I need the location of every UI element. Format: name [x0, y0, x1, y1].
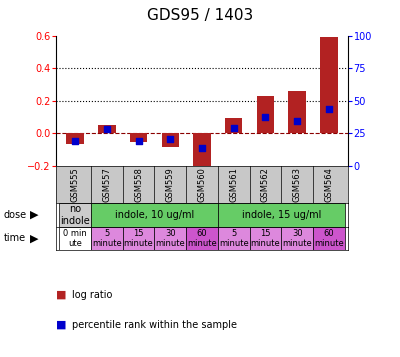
Bar: [59, 203, 91, 227]
Bar: [130, 134, 147, 142]
Text: ■: ■: [56, 320, 66, 330]
Point: [135, 138, 142, 144]
Text: 60
minute: 60 minute: [187, 228, 217, 248]
Text: 30
minute: 30 minute: [155, 228, 185, 248]
Text: GSM557: GSM557: [102, 167, 111, 202]
Text: 60
minute: 60 minute: [314, 228, 344, 248]
Text: GSM560: GSM560: [198, 167, 206, 202]
Bar: [91, 203, 218, 227]
Text: 15
minute: 15 minute: [124, 228, 153, 248]
Text: no
indole: no indole: [60, 204, 90, 226]
Point: [326, 106, 332, 112]
Bar: [98, 125, 116, 134]
Bar: [320, 36, 338, 134]
Bar: [225, 118, 242, 134]
Text: GSM564: GSM564: [324, 167, 334, 202]
Text: 30
minute: 30 minute: [282, 228, 312, 248]
Point: [72, 138, 78, 144]
Bar: [281, 227, 313, 250]
Point: [294, 118, 300, 124]
Bar: [250, 227, 281, 250]
Bar: [193, 134, 211, 169]
Bar: [154, 227, 186, 250]
Text: GSM563: GSM563: [293, 167, 302, 202]
Text: GSM559: GSM559: [166, 167, 175, 202]
Bar: [218, 227, 250, 250]
Bar: [313, 227, 345, 250]
Bar: [59, 227, 91, 250]
Bar: [66, 134, 84, 144]
Bar: [123, 227, 154, 250]
Text: GSM562: GSM562: [261, 167, 270, 202]
Text: indole, 15 ug/ml: indole, 15 ug/ml: [242, 210, 321, 220]
Text: ▶: ▶: [30, 210, 38, 220]
Point: [199, 145, 205, 151]
Text: percentile rank within the sample: percentile rank within the sample: [72, 320, 237, 330]
Point: [104, 126, 110, 132]
Text: indole, 10 ug/ml: indole, 10 ug/ml: [115, 210, 194, 220]
Text: dose: dose: [4, 210, 27, 220]
Text: 5
minute: 5 minute: [92, 228, 122, 248]
Text: GSM558: GSM558: [134, 167, 143, 202]
Bar: [162, 134, 179, 147]
Point: [230, 125, 237, 130]
Bar: [218, 203, 345, 227]
Text: 15
minute: 15 minute: [251, 228, 280, 248]
Text: GSM555: GSM555: [70, 167, 80, 202]
Text: log ratio: log ratio: [72, 290, 112, 300]
Point: [262, 114, 269, 120]
Point: [167, 136, 174, 142]
Bar: [288, 91, 306, 134]
Text: GDS95 / 1403: GDS95 / 1403: [147, 8, 253, 23]
Text: time: time: [4, 233, 26, 243]
Bar: [186, 227, 218, 250]
Bar: [257, 96, 274, 134]
Text: 5
minute: 5 minute: [219, 228, 249, 248]
Text: ■: ■: [56, 290, 66, 300]
Text: 0 min
ute: 0 min ute: [63, 228, 87, 248]
Bar: [91, 227, 123, 250]
Text: ▶: ▶: [30, 233, 38, 243]
Text: GSM561: GSM561: [229, 167, 238, 202]
